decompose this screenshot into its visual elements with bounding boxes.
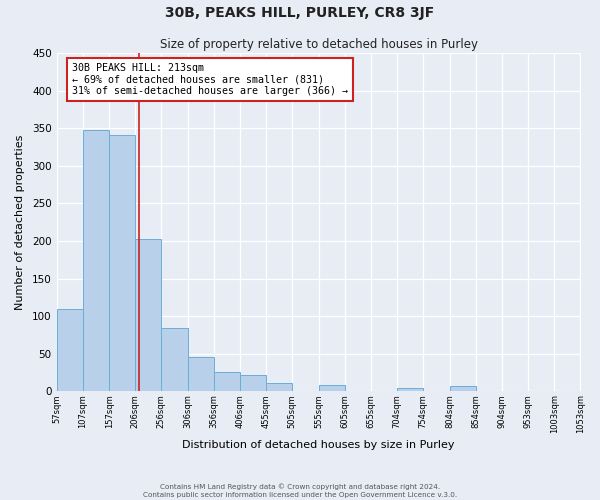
Bar bbox=[188, 356, 214, 392]
Bar bbox=[240, 374, 266, 392]
Bar bbox=[319, 386, 345, 392]
Bar bbox=[56, 308, 83, 392]
Bar bbox=[449, 386, 476, 392]
Y-axis label: Number of detached properties: Number of detached properties bbox=[15, 134, 25, 310]
Text: Contains HM Land Registry data © Crown copyright and database right 2024.
Contai: Contains HM Land Registry data © Crown c… bbox=[143, 484, 457, 498]
Bar bbox=[83, 130, 109, 392]
Title: Size of property relative to detached houses in Purley: Size of property relative to detached ho… bbox=[160, 38, 478, 51]
X-axis label: Distribution of detached houses by size in Purley: Distribution of detached houses by size … bbox=[182, 440, 455, 450]
Bar bbox=[266, 383, 292, 392]
Bar bbox=[161, 328, 188, 392]
Bar bbox=[397, 388, 423, 392]
Bar bbox=[109, 135, 135, 392]
Bar bbox=[135, 238, 161, 392]
Text: 30B PEAKS HILL: 213sqm
← 69% of detached houses are smaller (831)
31% of semi-de: 30B PEAKS HILL: 213sqm ← 69% of detached… bbox=[72, 63, 348, 96]
Bar bbox=[214, 372, 240, 392]
Text: 30B, PEAKS HILL, PURLEY, CR8 3JF: 30B, PEAKS HILL, PURLEY, CR8 3JF bbox=[166, 6, 434, 20]
